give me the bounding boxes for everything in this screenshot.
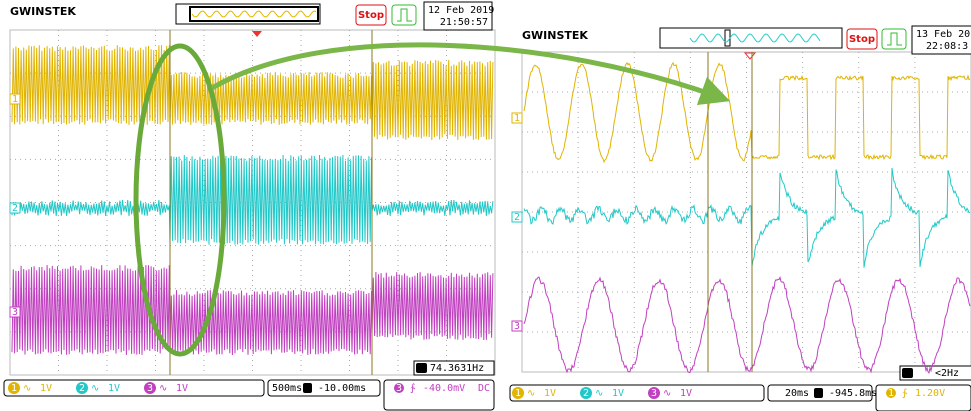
channel-number: 1 xyxy=(11,383,17,394)
channel-number: 2 xyxy=(79,383,85,394)
channel-scale: 1V xyxy=(40,383,52,394)
channel-scale: 1V xyxy=(108,383,120,394)
slope: ∱ xyxy=(410,383,416,394)
screenshot: GWINSTEK Stop 12 Feb 2019 21:50:57 74.36… xyxy=(0,0,971,411)
channel-number: 3 xyxy=(147,383,153,394)
frequency: <2Hz xyxy=(935,368,959,379)
channel-id: 3 xyxy=(12,307,18,318)
timebase: 500ms xyxy=(272,383,302,394)
right-scope: GWINSTEK Stop 13 Feb 2019 22:08:3 <2Hz 2… xyxy=(510,26,971,411)
time: 21:50:57 xyxy=(440,17,488,28)
coupling: DC xyxy=(478,383,490,394)
grid xyxy=(522,52,971,372)
status: Stop xyxy=(849,34,875,45)
channel-scale: 1V xyxy=(612,388,624,399)
brand: GWINSTEK xyxy=(10,5,76,18)
overview-bar xyxy=(660,28,842,48)
coupling-icon: ∿ xyxy=(91,383,99,394)
brand: GWINSTEK xyxy=(522,29,588,42)
trigger-icon xyxy=(882,29,906,49)
channel-id: 1 xyxy=(12,94,18,105)
overview-window xyxy=(725,30,730,46)
position: -10.00ms xyxy=(318,383,366,394)
f-icon xyxy=(416,363,427,373)
h-icon xyxy=(814,388,823,398)
h-icon xyxy=(303,383,312,393)
time: 22:08:3 xyxy=(926,41,968,52)
date: 12 Feb 2019 xyxy=(428,5,494,16)
channel-number: 3 xyxy=(651,388,657,399)
frequency: 74.3631Hz xyxy=(430,363,484,374)
trigger-level: -40.0mV xyxy=(423,383,465,394)
coupling-icon: ∿ xyxy=(527,388,535,399)
coupling-icon: ∿ xyxy=(159,383,167,394)
channel-id: 3 xyxy=(514,321,520,332)
channel-id: 2 xyxy=(514,212,520,223)
coupling-icon: ∿ xyxy=(663,388,671,399)
oscilloscope-captures: GWINSTEK Stop 12 Feb 2019 21:50:57 74.36… xyxy=(0,0,971,411)
timebase: 20ms xyxy=(785,388,809,399)
status: Stop xyxy=(358,10,384,21)
channel-number: 1 xyxy=(515,388,521,399)
channel-number: 2 xyxy=(583,388,589,399)
slope: ∱ xyxy=(902,388,908,399)
channel-id: 1 xyxy=(514,113,520,124)
date: 13 Feb 2019 xyxy=(916,29,971,40)
coupling-icon: ∿ xyxy=(23,383,31,394)
channel-scale: 1V xyxy=(544,388,556,399)
channel-scale: 1V xyxy=(680,388,692,399)
trigger-source: 3 xyxy=(396,383,402,394)
trigger-level: 1.20V xyxy=(915,388,945,399)
trigger-source: 1 xyxy=(888,388,894,399)
coupling-icon: ∿ xyxy=(595,388,603,399)
trigger-icon xyxy=(392,5,416,25)
channel-scale: 1V xyxy=(176,383,188,394)
channel-id: 2 xyxy=(12,203,18,214)
f-icon xyxy=(902,368,913,378)
position: -945.8ms xyxy=(829,388,877,399)
left-scope: GWINSTEK Stop 12 Feb 2019 21:50:57 74.36… xyxy=(4,2,495,410)
